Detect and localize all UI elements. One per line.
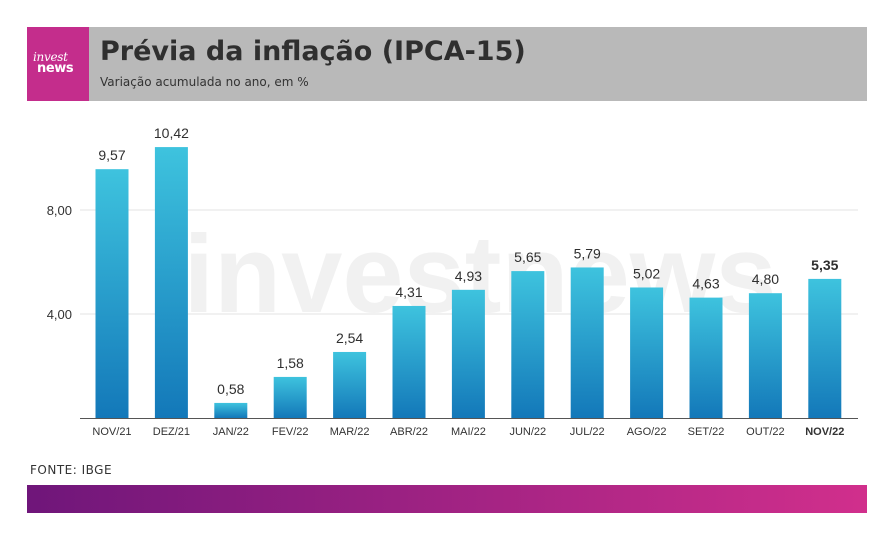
x-tick-label: JAN/22 <box>213 426 249 438</box>
bar-value-label: 0,58 <box>217 381 244 397</box>
investnews-logo: invest news <box>27 27 89 101</box>
logo-text-invest: invest <box>33 50 68 64</box>
y-tick-label: 4,00 <box>47 307 72 322</box>
x-tick-label: MAI/22 <box>451 426 486 438</box>
bar <box>630 287 664 418</box>
bar <box>808 278 842 418</box>
bar <box>570 267 604 418</box>
x-tick-label: JUN/22 <box>509 426 546 438</box>
chart-subtitle: Variação acumulada no ano, em % <box>100 75 309 89</box>
bar <box>95 169 129 418</box>
bar-value-label: 4,93 <box>455 268 482 284</box>
bar-value-label: 4,80 <box>752 271 779 287</box>
bar <box>392 305 426 418</box>
bar <box>214 402 248 418</box>
bar-value-label: 4,63 <box>692 276 719 292</box>
x-tick-label: NOV/22 <box>805 426 844 438</box>
x-tick-label: ABR/22 <box>390 426 428 438</box>
bar <box>511 271 545 418</box>
bar <box>689 297 723 418</box>
x-tick-label: AGO/22 <box>627 426 667 438</box>
logo-text-news: news <box>37 61 74 76</box>
bar-value-label: 5,35 <box>811 257 838 273</box>
chart-header: invest news Prévia da inflação (IPCA-15)… <box>27 27 867 101</box>
x-tick-label: JUL/22 <box>570 426 605 438</box>
bar-value-label: 10,42 <box>154 125 189 141</box>
x-tick-label: NOV/21 <box>92 426 131 438</box>
x-axis: NOV/21 DEZ/21 JAN/22 FEV/22 MAR/22 ABR/22 MAI/… <box>80 418 858 438</box>
chart-title: Prévia da inflação (IPCA-15) <box>100 36 526 67</box>
bar <box>451 289 485 418</box>
bars: 9,57 10,42 0,58 1,58 2,54 4,31 4,93 5,65 5,79 5,0… <box>95 125 842 418</box>
bar <box>333 351 367 418</box>
bar <box>154 147 188 418</box>
y-axis: 4,00 8,00 <box>47 203 72 322</box>
bar-value-label: 4,31 <box>395 284 422 300</box>
x-tick-label: DEZ/21 <box>153 426 190 438</box>
source-note: FONTE: IBGE <box>30 463 113 477</box>
bar <box>748 293 782 418</box>
bar-value-label: 5,65 <box>514 249 541 265</box>
bar-value-label: 5,79 <box>574 245 601 261</box>
bar-value-label: 5,02 <box>633 265 660 281</box>
y-tick-label: 8,00 <box>47 203 72 218</box>
bar-value-label: 9,57 <box>98 147 125 163</box>
bar <box>273 376 307 418</box>
x-tick-label: OUT/22 <box>746 426 785 438</box>
x-tick-label: MAR/22 <box>330 426 370 438</box>
bar-value-label: 1,58 <box>277 355 304 371</box>
footer-bar <box>27 485 867 513</box>
x-tick-label: FEV/22 <box>272 426 309 438</box>
x-tick-label: SET/22 <box>688 426 725 438</box>
bar-value-label: 2,54 <box>336 330 363 346</box>
